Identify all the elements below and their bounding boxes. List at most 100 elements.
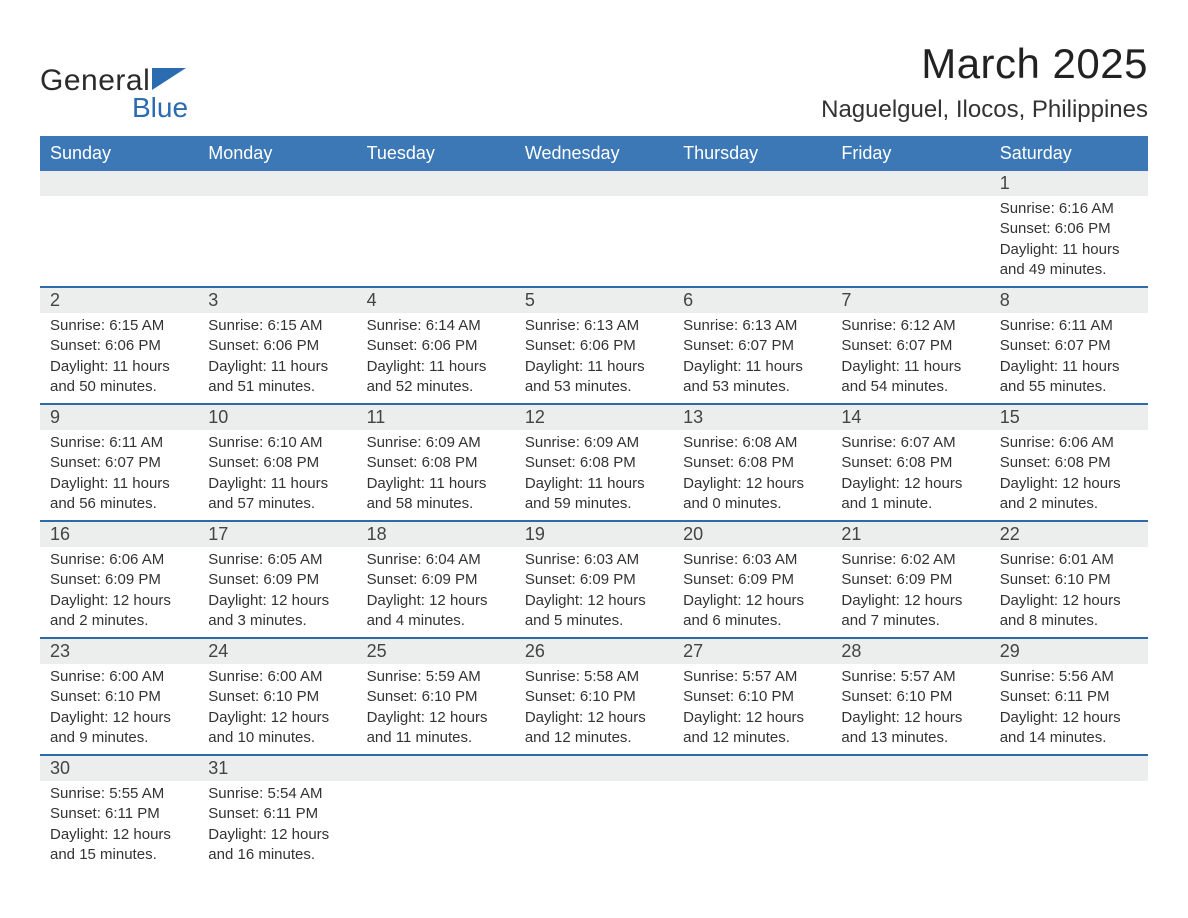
day-number: 4: [357, 288, 515, 313]
week-row: 16Sunrise: 6:06 AMSunset: 6:09 PMDayligh…: [40, 522, 1148, 639]
sunrise-text: Sunrise: 6:03 AM: [683, 550, 821, 570]
sunrise-text: Sunrise: 6:01 AM: [1000, 550, 1138, 570]
sunset-text: Sunset: 6:10 PM: [1000, 570, 1138, 590]
day-cell: 29Sunrise: 5:56 AMSunset: 6:11 PMDayligh…: [990, 639, 1148, 754]
weekday-header: Tuesday: [357, 136, 515, 171]
day-number: 8: [990, 288, 1148, 313]
day-number: 23: [40, 639, 198, 664]
daylight-text: Daylight: 12 hours and 12 minutes.: [683, 708, 821, 749]
day-number-empty: [198, 171, 356, 196]
day-number: 3: [198, 288, 356, 313]
day-cell: 4Sunrise: 6:14 AMSunset: 6:06 PMDaylight…: [357, 288, 515, 403]
sunset-text: Sunset: 6:08 PM: [841, 453, 979, 473]
day-cell: 10Sunrise: 6:10 AMSunset: 6:08 PMDayligh…: [198, 405, 356, 520]
day-details: Sunrise: 6:03 AMSunset: 6:09 PMDaylight:…: [673, 547, 831, 631]
sunset-text: Sunset: 6:11 PM: [50, 804, 188, 824]
day-number-empty: [515, 171, 673, 196]
day-details: Sunrise: 6:07 AMSunset: 6:08 PMDaylight:…: [831, 430, 989, 514]
daylight-text: Daylight: 12 hours and 5 minutes.: [525, 591, 663, 632]
sunset-text: Sunset: 6:09 PM: [841, 570, 979, 590]
day-number: 29: [990, 639, 1148, 664]
day-number: 21: [831, 522, 989, 547]
daylight-text: Daylight: 12 hours and 14 minutes.: [1000, 708, 1138, 749]
daylight-text: Daylight: 12 hours and 7 minutes.: [841, 591, 979, 632]
day-number: 15: [990, 405, 1148, 430]
daylight-text: Daylight: 11 hours and 58 minutes.: [367, 474, 505, 515]
day-number: 16: [40, 522, 198, 547]
sunset-text: Sunset: 6:09 PM: [683, 570, 821, 590]
month-title: March 2025: [821, 40, 1148, 88]
page-header: General Blue March 2025 Naguelguel, Iloc…: [40, 40, 1148, 124]
day-details: Sunrise: 6:00 AMSunset: 6:10 PMDaylight:…: [198, 664, 356, 748]
day-details: Sunrise: 6:05 AMSunset: 6:09 PMDaylight:…: [198, 547, 356, 631]
sunset-text: Sunset: 6:06 PM: [208, 336, 346, 356]
sunset-text: Sunset: 6:08 PM: [208, 453, 346, 473]
day-number: 25: [357, 639, 515, 664]
daylight-text: Daylight: 12 hours and 11 minutes.: [367, 708, 505, 749]
sunrise-text: Sunrise: 6:05 AM: [208, 550, 346, 570]
sunrise-text: Sunrise: 6:11 AM: [1000, 316, 1138, 336]
daylight-text: Daylight: 12 hours and 12 minutes.: [525, 708, 663, 749]
sunset-text: Sunset: 6:10 PM: [683, 687, 821, 707]
sunset-text: Sunset: 6:08 PM: [683, 453, 821, 473]
day-details: Sunrise: 6:09 AMSunset: 6:08 PMDaylight:…: [357, 430, 515, 514]
sunrise-text: Sunrise: 5:55 AM: [50, 784, 188, 804]
day-cell: 12Sunrise: 6:09 AMSunset: 6:08 PMDayligh…: [515, 405, 673, 520]
day-number: 18: [357, 522, 515, 547]
sunrise-text: Sunrise: 6:15 AM: [208, 316, 346, 336]
day-cell: 20Sunrise: 6:03 AMSunset: 6:09 PMDayligh…: [673, 522, 831, 637]
day-cell: 31Sunrise: 5:54 AMSunset: 6:11 PMDayligh…: [198, 756, 356, 871]
daylight-text: Daylight: 11 hours and 57 minutes.: [208, 474, 346, 515]
day-details: Sunrise: 6:08 AMSunset: 6:08 PMDaylight:…: [673, 430, 831, 514]
sunset-text: Sunset: 6:09 PM: [208, 570, 346, 590]
day-cell: [515, 171, 673, 286]
sunset-text: Sunset: 6:10 PM: [50, 687, 188, 707]
day-cell: 27Sunrise: 5:57 AMSunset: 6:10 PMDayligh…: [673, 639, 831, 754]
day-cell: 23Sunrise: 6:00 AMSunset: 6:10 PMDayligh…: [40, 639, 198, 754]
daylight-text: Daylight: 11 hours and 52 minutes.: [367, 357, 505, 398]
day-number-empty: [831, 171, 989, 196]
day-cell: 18Sunrise: 6:04 AMSunset: 6:09 PMDayligh…: [357, 522, 515, 637]
day-cell: 21Sunrise: 6:02 AMSunset: 6:09 PMDayligh…: [831, 522, 989, 637]
sunrise-text: Sunrise: 6:07 AM: [841, 433, 979, 453]
day-number-empty: [673, 171, 831, 196]
weekday-header: Friday: [831, 136, 989, 171]
day-cell: 22Sunrise: 6:01 AMSunset: 6:10 PMDayligh…: [990, 522, 1148, 637]
day-number: 10: [198, 405, 356, 430]
calendar: Sunday Monday Tuesday Wednesday Thursday…: [40, 136, 1148, 871]
day-number: 13: [673, 405, 831, 430]
day-details: Sunrise: 6:14 AMSunset: 6:06 PMDaylight:…: [357, 313, 515, 397]
day-details: Sunrise: 5:55 AMSunset: 6:11 PMDaylight:…: [40, 781, 198, 865]
day-cell: [831, 756, 989, 871]
day-cell: 28Sunrise: 5:57 AMSunset: 6:10 PMDayligh…: [831, 639, 989, 754]
sunrise-text: Sunrise: 6:09 AM: [367, 433, 505, 453]
sunrise-text: Sunrise: 6:13 AM: [525, 316, 663, 336]
sunrise-text: Sunrise: 6:09 AM: [525, 433, 663, 453]
weeks-container: 1Sunrise: 6:16 AMSunset: 6:06 PMDaylight…: [40, 171, 1148, 871]
sunset-text: Sunset: 6:11 PM: [208, 804, 346, 824]
day-details: Sunrise: 6:03 AMSunset: 6:09 PMDaylight:…: [515, 547, 673, 631]
sunset-text: Sunset: 6:10 PM: [841, 687, 979, 707]
day-cell: 16Sunrise: 6:06 AMSunset: 6:09 PMDayligh…: [40, 522, 198, 637]
daylight-text: Daylight: 12 hours and 2 minutes.: [1000, 474, 1138, 515]
day-number: 17: [198, 522, 356, 547]
day-cell: [515, 756, 673, 871]
day-cell: [831, 171, 989, 286]
daylight-text: Daylight: 11 hours and 51 minutes.: [208, 357, 346, 398]
day-cell: [357, 756, 515, 871]
day-cell: 9Sunrise: 6:11 AMSunset: 6:07 PMDaylight…: [40, 405, 198, 520]
day-details: Sunrise: 6:04 AMSunset: 6:09 PMDaylight:…: [357, 547, 515, 631]
day-cell: 6Sunrise: 6:13 AMSunset: 6:07 PMDaylight…: [673, 288, 831, 403]
sunset-text: Sunset: 6:09 PM: [50, 570, 188, 590]
daylight-text: Daylight: 11 hours and 50 minutes.: [50, 357, 188, 398]
daylight-text: Daylight: 11 hours and 54 minutes.: [841, 357, 979, 398]
sunrise-text: Sunrise: 6:04 AM: [367, 550, 505, 570]
week-row: 9Sunrise: 6:11 AMSunset: 6:07 PMDaylight…: [40, 405, 1148, 522]
daylight-text: Daylight: 11 hours and 49 minutes.: [1000, 240, 1138, 281]
sunset-text: Sunset: 6:08 PM: [367, 453, 505, 473]
day-number: 5: [515, 288, 673, 313]
daylight-text: Daylight: 11 hours and 55 minutes.: [1000, 357, 1138, 398]
day-cell: 26Sunrise: 5:58 AMSunset: 6:10 PMDayligh…: [515, 639, 673, 754]
sunset-text: Sunset: 6:06 PM: [1000, 219, 1138, 239]
sunset-text: Sunset: 6:08 PM: [1000, 453, 1138, 473]
